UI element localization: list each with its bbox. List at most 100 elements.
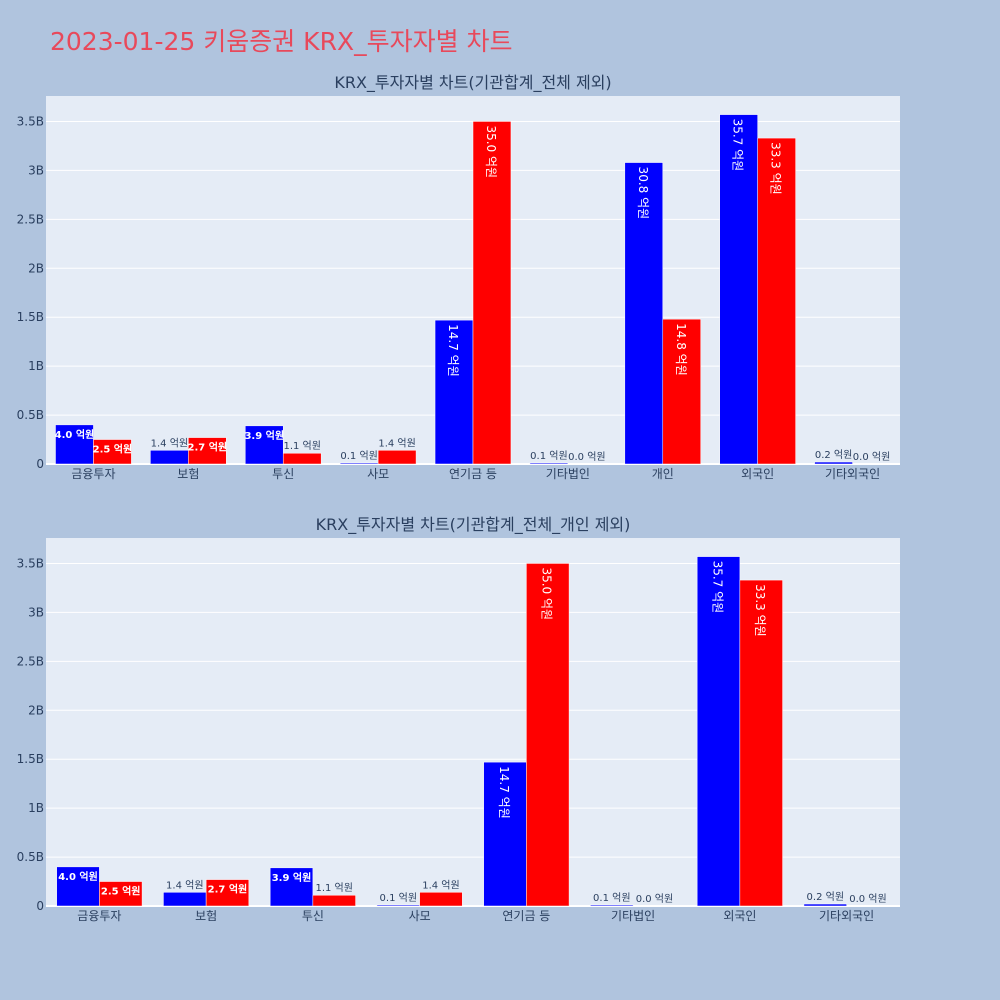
- y-tick-label: 2.5B: [17, 212, 44, 226]
- y-tick-label: 1B: [28, 801, 44, 815]
- data-label: 1.4 억원: [166, 879, 203, 891]
- bar-blue: [150, 450, 189, 465]
- data-label: 0.0 억원: [568, 451, 605, 463]
- data-label: 2.5 억원: [101, 885, 141, 898]
- x-tick-label: 투신: [302, 909, 324, 923]
- data-label: 14.8 억원: [674, 323, 688, 376]
- y-tick-label: 3B: [28, 605, 44, 619]
- bar-blue: [245, 425, 284, 465]
- bar-red: [377, 450, 417, 465]
- data-label: 0.2 억원: [807, 891, 844, 903]
- data-label: 0.2 억원: [815, 449, 852, 461]
- bar-blue: [434, 319, 474, 465]
- x-tick-label: 외국인: [723, 909, 756, 923]
- data-label: 2.7 억원: [208, 883, 248, 896]
- data-label: 0.0 억원: [853, 451, 890, 463]
- data-label: 4.0 억원: [55, 428, 95, 441]
- data-label: 0.0 억원: [849, 893, 886, 905]
- y-tick-label: 1.5B: [17, 752, 44, 766]
- x-tick-label: 연기금 등: [502, 909, 550, 923]
- y-tick-label: 0: [36, 457, 44, 471]
- x-tick-label: 기타외국인: [825, 467, 880, 481]
- data-label: 1.4 억원: [378, 437, 415, 449]
- x-tick-label: 연기금 등: [449, 467, 497, 481]
- x-tick-label: 보험: [177, 467, 199, 481]
- bar-red: [188, 437, 227, 465]
- data-label: 1.1 억원: [283, 440, 320, 452]
- data-label: 1.4 억원: [151, 437, 188, 449]
- y-tick-label: 1.5B: [17, 310, 44, 324]
- x-tick-label: 기타법인: [611, 909, 655, 923]
- main-title: 2023-01-25 키움증권 KRX_투자자별 차트: [50, 27, 513, 56]
- y-tick-label: 2B: [28, 703, 44, 717]
- bar-blue: [269, 867, 314, 907]
- data-label: 2.7 억원: [188, 441, 228, 454]
- data-label: 35.7 억원: [711, 561, 725, 614]
- data-label: 35.0 억원: [540, 567, 554, 620]
- data-label: 1.1 억원: [315, 882, 352, 894]
- y-tick-label: 0: [36, 899, 44, 913]
- x-tick-label: 보험: [195, 909, 217, 923]
- data-label: 3.9 억원: [244, 429, 284, 442]
- bar-blue: [803, 903, 847, 907]
- y-tick-label: 1B: [28, 359, 44, 373]
- x-tick-label: 투신: [272, 467, 294, 481]
- y-tick-label: 0.5B: [17, 408, 44, 422]
- bar-red: [739, 579, 783, 907]
- data-label: 33.3 억원: [769, 142, 783, 195]
- data-label: 0.0 억원: [636, 893, 673, 905]
- y-tick-label: 2B: [28, 261, 44, 275]
- bar-blue: [696, 556, 741, 907]
- data-label: 0.1 억원: [530, 450, 567, 462]
- bar-blue: [55, 424, 94, 465]
- bar-blue: [529, 462, 569, 465]
- x-tick-label: 사모: [409, 909, 431, 923]
- bar-red: [526, 563, 570, 907]
- x-tick-label: 금융투자: [77, 909, 121, 923]
- bar-blue: [719, 114, 758, 465]
- y-tick-label: 3.5B: [17, 556, 44, 570]
- bar-blue: [624, 162, 664, 465]
- bar-red: [93, 439, 132, 465]
- data-label: 30.8 억원: [636, 167, 650, 220]
- bar-red: [757, 137, 796, 465]
- data-label: 35.0 억원: [484, 125, 498, 178]
- bar-blue: [56, 866, 100, 907]
- x-tick-label: 기타법인: [546, 467, 590, 481]
- data-label: 14.7 억원: [497, 766, 511, 819]
- y-tick-label: 3B: [28, 163, 44, 177]
- bar-red: [472, 121, 512, 465]
- data-label: 33.3 억원: [753, 584, 767, 637]
- data-label: 14.7 억원: [446, 324, 460, 377]
- bar-blue: [590, 904, 634, 907]
- chart-title: KRX_투자자별 차트(기관합계_전체 제외): [334, 73, 611, 93]
- data-label: 2.5 억원: [93, 443, 133, 456]
- bar-red: [205, 879, 250, 907]
- y-tick-label: 0.5B: [17, 850, 44, 864]
- bar-red: [662, 318, 701, 465]
- chart-title: KRX_투자자별 차트(기관합계_전체_개인 제외): [316, 515, 631, 535]
- bar-blue: [814, 461, 853, 465]
- x-tick-label: 금융투자: [71, 467, 115, 481]
- data-label: 4.0 억원: [58, 870, 98, 883]
- bar-blue: [339, 462, 379, 465]
- x-tick-label: 외국인: [741, 467, 774, 481]
- data-label: 3.9 억원: [272, 871, 312, 884]
- data-label: 0.1 억원: [340, 450, 377, 462]
- bar-blue: [483, 761, 527, 907]
- x-tick-label: 사모: [367, 467, 389, 481]
- bar-red: [419, 892, 463, 907]
- bar-red: [282, 452, 322, 465]
- data-label: 35.7 억원: [731, 119, 745, 172]
- y-tick-label: 3.5B: [17, 114, 44, 128]
- x-tick-label: 개인: [652, 467, 674, 481]
- chart-1: KRX_투자자별 차트(기관합계_전체 제외) 0 0.5B 1B 1.5B 2B 2.5B…: [17, 73, 900, 481]
- data-label: 1.4 억원: [422, 879, 459, 891]
- bar-red: [99, 881, 143, 907]
- bar-red: [312, 894, 356, 907]
- data-label: 0.1 억원: [380, 892, 417, 904]
- bar-blue: [163, 892, 207, 907]
- x-tick-label: 기타외국인: [819, 909, 874, 923]
- y-tick-label: 2.5B: [17, 654, 44, 668]
- bar-blue: [376, 904, 420, 907]
